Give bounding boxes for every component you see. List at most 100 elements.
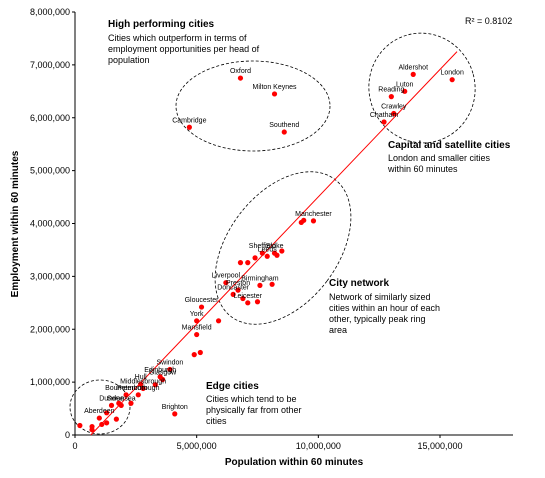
data-point	[172, 411, 178, 417]
data-point-label: Preston	[226, 280, 250, 287]
data-point	[271, 91, 278, 97]
data-point-label: Glasgow	[149, 369, 177, 376]
edge-cities-line-1: Cities which tend to be	[206, 394, 297, 404]
r-squared-label: R² = 0.8102	[465, 16, 512, 26]
data-point	[298, 219, 304, 226]
data-point	[194, 331, 200, 338]
data-point-label: Manchester	[295, 211, 332, 218]
data-point	[281, 129, 287, 135]
data-point	[99, 421, 105, 428]
y-tick-label: 8,000,000	[30, 7, 70, 17]
data-point-label: Swindon	[156, 359, 183, 366]
high-performing-line-1: Cities which outperform in terms of	[108, 33, 247, 43]
capital-satellite-title: Capital and satellite cities	[388, 140, 511, 151]
data-point	[197, 349, 203, 356]
data-point-label: Leicester	[234, 293, 263, 300]
high-performing-ellipse	[175, 60, 331, 152]
data-point	[410, 71, 416, 77]
data-point	[274, 252, 280, 258]
edge-cities-line-3: cities	[206, 416, 227, 426]
data-point-label: Luton	[396, 81, 414, 88]
high-performing-line-3: population	[108, 55, 150, 65]
data-point	[108, 402, 115, 408]
data-point	[240, 295, 246, 302]
x-tick-label: 0	[72, 441, 77, 451]
x-tick-label: 5,000,000	[177, 441, 217, 451]
y-tick-label: 5,000,000	[30, 166, 70, 176]
data-point	[279, 248, 285, 254]
data-point	[128, 400, 134, 406]
data-point	[140, 385, 146, 392]
data-point-label: Milton Keynes	[253, 84, 297, 91]
city-network-annotation: City network Network of similarly sized …	[329, 278, 440, 335]
data-point-label: Crawley	[381, 104, 407, 111]
capital-satellite-annotation: Capital and satellite cities London and …	[387, 140, 511, 174]
data-point	[230, 291, 236, 297]
data-point-label: Leeds	[258, 246, 278, 253]
data-point-label: Swansea	[107, 395, 136, 402]
data-point	[391, 110, 397, 117]
city-network-line-3: other, typically peak ring	[329, 314, 426, 324]
data-point	[254, 299, 261, 305]
y-axis-title: Employment within 60 minutes	[10, 150, 21, 297]
data-point	[245, 300, 251, 306]
data-point-label: Bournemouth	[105, 385, 147, 392]
data-point	[235, 287, 241, 293]
data-point	[237, 75, 244, 81]
y-tick-label: 2,000,000	[30, 324, 70, 334]
data-point	[310, 218, 317, 224]
data-point	[264, 253, 270, 259]
y-tick-label: 1,000,000	[30, 377, 70, 387]
data-point-label: Peterborough	[117, 385, 160, 392]
high-performing-title: High performing cities	[108, 19, 215, 30]
y-tick-label: 7,000,000	[30, 60, 70, 70]
data-point	[191, 352, 197, 358]
data-point	[449, 77, 455, 83]
data-point-label: Brighton	[162, 404, 188, 411]
data-point	[160, 376, 166, 383]
data-point	[237, 260, 244, 266]
data-point	[257, 282, 263, 288]
data-point-label: Chatham	[370, 112, 399, 119]
city-network-line-2: cities within an hour of each	[329, 303, 440, 313]
data-points	[77, 71, 455, 433]
city-network-line-4: area	[329, 325, 347, 335]
data-point	[198, 304, 205, 310]
data-point	[89, 427, 95, 433]
y-tick-label: 0	[65, 430, 70, 440]
capital-satellite-line-2: within 60 minutes	[387, 164, 458, 174]
data-point-label: Doncaster	[217, 284, 250, 291]
city-network-title: City network	[329, 278, 389, 289]
data-point-label: York	[190, 311, 204, 318]
data-point	[118, 402, 124, 408]
data-point	[388, 94, 394, 100]
y-tick-label: 6,000,000	[30, 113, 70, 123]
data-point-label: Middlesbrough	[120, 378, 166, 385]
data-point	[259, 250, 265, 256]
data-point-label: Hull	[135, 374, 148, 381]
edge-cities-line-2: physically far from other	[206, 405, 302, 415]
data-point-label: Birmingham	[241, 275, 279, 282]
trendline	[90, 51, 458, 436]
data-point	[245, 260, 251, 266]
data-point	[252, 255, 258, 261]
data-point	[138, 381, 144, 387]
data-point-label: Mansfield	[182, 325, 212, 332]
data-point-label: Oxford	[230, 68, 251, 75]
data-point	[402, 88, 408, 94]
capital-satellite-ellipse	[368, 32, 476, 144]
data-point	[269, 281, 275, 287]
high-performing-line-2: employment opportunities per head of	[108, 44, 260, 54]
data-point	[104, 420, 110, 426]
data-point-label: Southend	[269, 122, 299, 129]
high-performing-annotation: High performing cities Cities which outp…	[108, 19, 260, 65]
city-network-line-1: Network of similarly sized	[329, 292, 431, 302]
y-tick-label: 4,000,000	[30, 219, 70, 229]
data-point-label: Liverpool	[212, 273, 241, 280]
x-tick-label: 15,000,000	[417, 441, 462, 451]
data-point	[113, 416, 119, 422]
edge-cities-title: Edge cities	[206, 381, 259, 392]
data-point	[123, 392, 129, 398]
data-point-label: Dundee	[99, 395, 124, 402]
